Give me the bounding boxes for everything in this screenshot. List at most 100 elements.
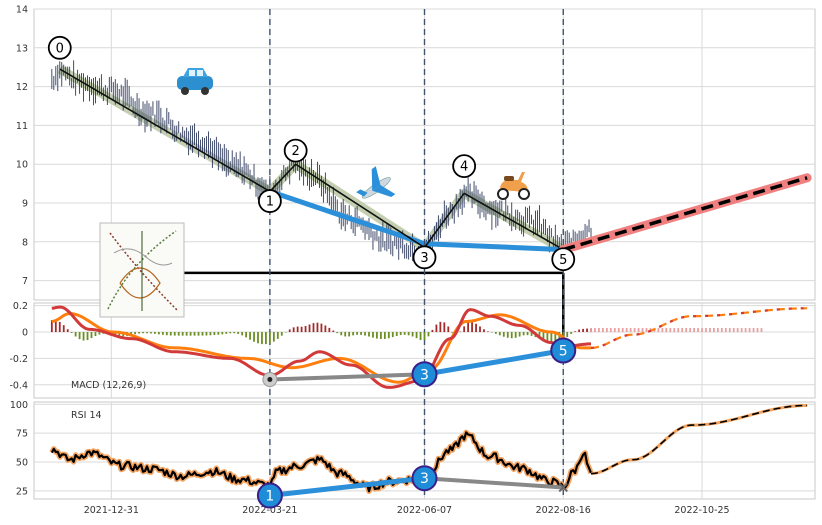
rsi-y-tick-label: 75 xyxy=(16,429,28,440)
macd-histogram-bar xyxy=(245,332,247,338)
macd-histogram-bar xyxy=(205,332,208,336)
macd-histogram-bar xyxy=(502,332,505,337)
price-y-tick-label: 10 xyxy=(16,160,28,171)
macd-histogram-bar xyxy=(364,332,366,336)
macd-histogram-bar xyxy=(225,332,228,334)
macd-forecast-histogram-bar xyxy=(685,328,688,333)
macd-histogram-bar xyxy=(201,332,204,336)
macd-histogram-bar xyxy=(304,326,307,333)
wave-label-0: 0 xyxy=(47,35,72,60)
macd-histogram-bar xyxy=(296,326,299,333)
wave-label-text: 0 xyxy=(56,41,64,56)
macd-marker-3: 3 xyxy=(411,361,438,388)
macd-histogram-bar xyxy=(498,332,501,336)
macd-histogram-bar xyxy=(150,332,152,334)
macd-forecast-histogram-bar xyxy=(673,328,676,333)
macd-forecast-histogram-bar xyxy=(621,328,624,333)
macd-histogram-bar xyxy=(352,332,355,336)
macd-histogram-bar xyxy=(419,332,422,341)
macd-histogram-bar xyxy=(368,332,370,337)
macd-histogram-bar xyxy=(118,332,121,337)
macd-forecast-histogram-bar xyxy=(637,328,640,333)
airplane-tail xyxy=(356,189,368,197)
macd-histogram-bar xyxy=(165,332,168,336)
sketch-icon xyxy=(99,222,185,318)
macd-histogram-bar xyxy=(328,327,331,333)
macd-histogram-bar xyxy=(134,332,136,335)
macd-histogram-bar xyxy=(169,332,172,336)
macd-forecast-histogram-bar xyxy=(689,328,692,333)
macd-forecast-histogram-bar xyxy=(633,328,636,333)
macd-histogram-bar xyxy=(276,332,279,339)
rsi-blue-divergence-line xyxy=(269,475,425,498)
scooter-seat xyxy=(504,176,514,181)
macd-histogram-bar xyxy=(514,332,517,338)
macd-histogram xyxy=(50,320,763,345)
macd-histogram-bar xyxy=(233,332,236,334)
macd-histogram-bar xyxy=(300,326,303,333)
macd-forecast-histogram-bar xyxy=(716,328,719,333)
macd-forecast-histogram-bar xyxy=(617,328,620,333)
macd-histogram-bar xyxy=(530,332,533,336)
macd-histogram-bar xyxy=(459,331,462,333)
macd-histogram-bar xyxy=(217,332,220,335)
sketch-curve xyxy=(109,232,179,312)
macd-forecast-histogram-bar xyxy=(657,328,660,333)
x-tick-label: 2022-08-16 xyxy=(536,505,591,516)
macd-forecast-histogram-bar xyxy=(697,328,699,333)
rsi-marker-1: 1 xyxy=(256,482,283,509)
macd-forecast-histogram-bar xyxy=(590,328,592,333)
macd-forecast-histogram-bar xyxy=(598,328,600,333)
macd-histogram-bar xyxy=(554,332,557,342)
wave-label-4: 4 xyxy=(452,154,477,179)
airplane-wing xyxy=(372,184,396,197)
macd-histogram-bar xyxy=(54,320,57,333)
macd-histogram-bar xyxy=(582,328,584,333)
scooter-wheel xyxy=(518,188,530,200)
car-wheel xyxy=(201,87,209,95)
macd-histogram-bar xyxy=(423,332,426,341)
macd-histogram-bar xyxy=(213,332,216,336)
macd-forecast-histogram-bar xyxy=(677,328,680,333)
price-y-tick-label: 12 xyxy=(16,82,28,93)
macd-forecast-histogram-bar xyxy=(709,328,711,333)
scooter-wheel xyxy=(497,188,509,200)
zigzag-line xyxy=(59,68,564,251)
wave-label-text: 1 xyxy=(266,195,274,210)
x-tick-label: 2021-12-31 xyxy=(84,505,139,516)
price-y-tick-label: 9 xyxy=(22,199,28,210)
macd-histogram-bar xyxy=(50,320,53,333)
macd-histogram-bar xyxy=(566,332,569,338)
scooter-icon xyxy=(497,172,530,200)
macd-forecast-histogram-bar xyxy=(645,328,648,333)
price-y-tick-label: 13 xyxy=(16,43,28,54)
macd-forecast-histogram-bar xyxy=(661,328,664,333)
car-wheel xyxy=(181,87,189,95)
macd-histogram-bar xyxy=(360,332,362,335)
macd-histogram-bar xyxy=(316,322,319,333)
macd-histogram-bar xyxy=(253,332,255,342)
macd-y-tick-label: 0 xyxy=(22,328,28,339)
macd-histogram-bar xyxy=(265,332,267,345)
macd-histogram-bar xyxy=(348,332,351,337)
rsi-divergence-end-mark xyxy=(558,482,568,493)
macd-histogram-bar xyxy=(185,332,188,336)
macd-histogram-bar xyxy=(98,332,101,335)
rsi-marker-circle xyxy=(411,465,438,492)
macd-histogram-bar xyxy=(312,323,315,333)
macd-histogram-bar xyxy=(173,332,176,336)
macd-histogram-bar xyxy=(62,325,65,333)
rsi-marker-3: 3 xyxy=(411,465,438,492)
macd-histogram-bar xyxy=(237,332,240,334)
macd-histogram-bar xyxy=(193,332,196,336)
macd-histogram-bar xyxy=(94,332,97,337)
macd-marker-text: 5 xyxy=(559,344,568,360)
wave-label-text: 5 xyxy=(559,253,567,268)
macd-histogram-bar xyxy=(376,332,378,339)
rsi-y-tick-label: 25 xyxy=(16,486,28,497)
macd-histogram-bar xyxy=(157,332,160,335)
price-y-tick-label: 8 xyxy=(22,237,28,248)
macd-histogram-bar xyxy=(451,332,454,333)
macd-marker-5: 5 xyxy=(550,337,577,364)
